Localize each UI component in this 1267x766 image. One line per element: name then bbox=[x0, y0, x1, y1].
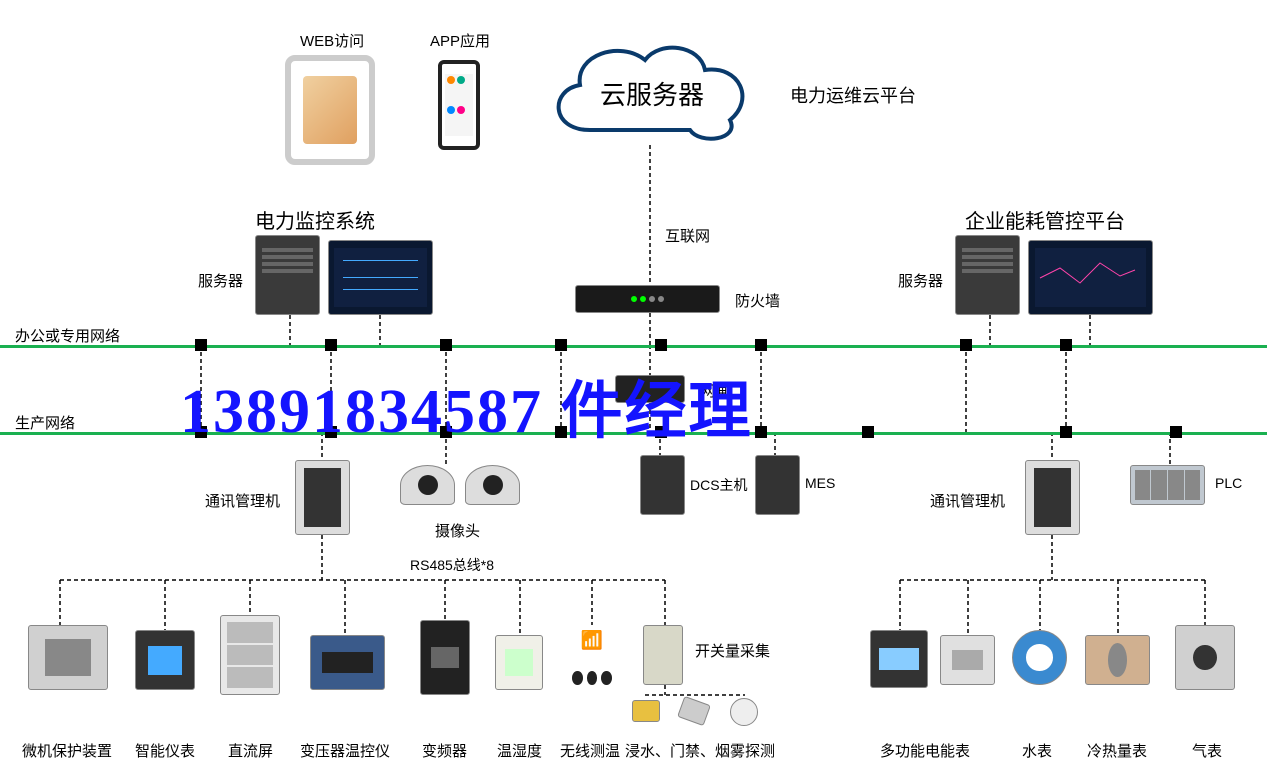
energy-platform-title: 企业能耗管控平台 bbox=[965, 205, 1125, 234]
rs485-label: RS485总线*8 bbox=[410, 555, 494, 575]
firewall-icon bbox=[575, 285, 720, 313]
dev-heat-icon bbox=[1085, 635, 1150, 685]
server-left-label: 服务器 bbox=[198, 270, 243, 291]
dev-transformer-label: 变压器温控仪 bbox=[300, 740, 390, 761]
web-access-label: WEB访问 bbox=[300, 30, 364, 51]
net-node bbox=[862, 426, 874, 438]
net-node bbox=[755, 426, 767, 438]
monitor-right-icon bbox=[1028, 240, 1153, 315]
dev-sensor-label: 浸水、门禁、烟雾探测 bbox=[625, 740, 775, 761]
server-right-label: 服务器 bbox=[898, 270, 943, 291]
sensor-water-icon bbox=[632, 700, 660, 722]
dev-freq-icon bbox=[420, 620, 470, 695]
camera1-icon bbox=[400, 465, 455, 505]
app-use-label: APP应用 bbox=[430, 30, 490, 51]
mes-icon bbox=[755, 455, 800, 515]
monitor-left-icon bbox=[328, 240, 433, 315]
net-node bbox=[655, 339, 667, 351]
mes-label: MES bbox=[805, 475, 835, 491]
dcs-icon bbox=[640, 455, 685, 515]
net-node bbox=[555, 339, 567, 351]
net-node bbox=[1060, 426, 1072, 438]
prod-net-label: 生产网络 bbox=[15, 412, 75, 433]
dcs-label: DCS主机 bbox=[690, 475, 748, 495]
dev-gas-icon bbox=[1175, 625, 1235, 690]
dev-gas-label: 气表 bbox=[1192, 740, 1222, 761]
dev-meter2-icon bbox=[940, 635, 995, 685]
sensor-door-icon bbox=[677, 696, 711, 726]
net-node bbox=[1170, 426, 1182, 438]
tablet-icon bbox=[285, 55, 375, 165]
net-node bbox=[325, 339, 337, 351]
dev-micro-label: 微机保护装置 bbox=[22, 740, 112, 761]
cloud-platform-label: 电力运维云平台 bbox=[790, 82, 916, 108]
dev-smart-label: 智能仪表 bbox=[135, 740, 195, 761]
office-net-label: 办公或专用网络 bbox=[15, 325, 120, 346]
comm-mgr-left-icon bbox=[295, 460, 350, 535]
dev-water-icon bbox=[1012, 630, 1067, 685]
server-tower-left-icon bbox=[255, 235, 320, 315]
phone-icon bbox=[438, 60, 480, 150]
switch-collect-label: 开关量采集 bbox=[695, 640, 770, 661]
cloud-server-label: 云服务器 bbox=[600, 75, 704, 112]
plc-label: PLC bbox=[1215, 475, 1242, 491]
net-node bbox=[195, 339, 207, 351]
dev-wireless-label: 无线测温 bbox=[560, 740, 620, 761]
dev-heat-label: 冷热量表 bbox=[1087, 740, 1147, 761]
switch-collect-icon bbox=[643, 625, 683, 685]
net-node bbox=[960, 339, 972, 351]
plc-icon bbox=[1130, 465, 1205, 505]
camera2-icon bbox=[465, 465, 520, 505]
dev-meter-label: 多功能电能表 bbox=[880, 740, 970, 761]
dev-water-label: 水表 bbox=[1022, 740, 1052, 761]
net-node bbox=[755, 339, 767, 351]
dev-freq-label: 变频器 bbox=[422, 740, 467, 761]
net-node bbox=[1060, 339, 1072, 351]
dev-temp-icon bbox=[495, 635, 543, 690]
power-monitor-title: 电力监控系统 bbox=[255, 205, 375, 234]
internet-label: 互联网 bbox=[665, 225, 710, 246]
dev-wireless-icon: 📶 bbox=[572, 630, 612, 685]
comm-mgr-left-label: 通讯管理机 bbox=[205, 490, 280, 511]
dev-temp-label: 温湿度 bbox=[497, 740, 542, 761]
office-network-line bbox=[0, 345, 1267, 348]
dev-smart-icon bbox=[135, 630, 195, 690]
net-node bbox=[440, 339, 452, 351]
dev-dc-icon bbox=[220, 615, 280, 695]
server-tower-right-icon bbox=[955, 235, 1020, 315]
watermark-text: 13891834587 件经理 bbox=[180, 360, 753, 450]
comm-mgr-right-icon bbox=[1025, 460, 1080, 535]
dev-micro-icon bbox=[28, 625, 108, 690]
dev-meter-icon bbox=[870, 630, 928, 688]
sensor-smoke-icon bbox=[730, 698, 758, 726]
firewall-label: 防火墙 bbox=[735, 290, 780, 311]
dev-transformer-icon bbox=[310, 635, 385, 690]
comm-mgr-right-label: 通讯管理机 bbox=[930, 490, 1005, 511]
dev-dc-label: 直流屏 bbox=[228, 740, 273, 761]
camera-label: 摄像头 bbox=[435, 520, 480, 541]
